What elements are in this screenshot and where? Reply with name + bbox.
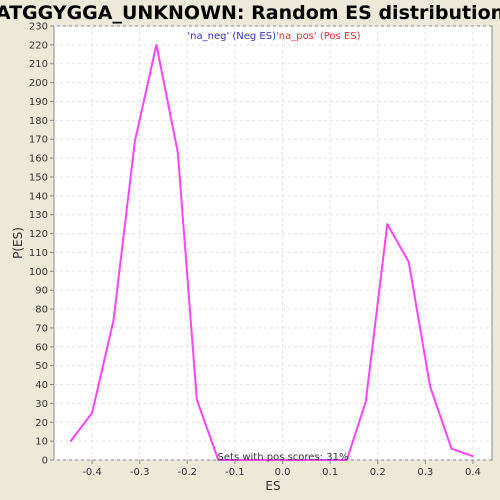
series-line — [69, 43, 474, 461]
y-tick-label: 50 — [35, 361, 48, 372]
x-tick-label: 0.1 — [322, 467, 338, 478]
x-tick-label: -0.4 — [82, 467, 102, 478]
y-tick-label: 200 — [29, 78, 48, 89]
data-point — [91, 412, 93, 414]
y-tick-label: 210 — [29, 59, 48, 70]
y-tick-label: 220 — [29, 40, 48, 51]
data-point — [112, 319, 115, 322]
y-tick-label: 70 — [35, 323, 48, 334]
y-tick-label: 180 — [29, 116, 48, 127]
data-point — [450, 447, 453, 450]
annotation-pos-scores: Sets with pos scores: 31% — [218, 452, 349, 463]
data-point — [345, 459, 348, 461]
x-tick-label: -0.3 — [130, 467, 150, 478]
data-point — [69, 440, 72, 442]
y-tick-label: 110 — [29, 248, 48, 259]
y-tick-label: 20 — [35, 418, 48, 429]
x-axis-label: ES — [265, 479, 280, 493]
grid — [54, 25, 492, 461]
y-tick-label: 120 — [29, 229, 48, 240]
data-point — [281, 459, 284, 461]
y-tick-label: 160 — [29, 154, 48, 165]
y-tick-label: 230 — [29, 22, 48, 33]
y-tick-label: 90 — [35, 286, 48, 297]
data-point — [134, 140, 136, 142]
data-point — [472, 455, 474, 458]
data-point — [365, 400, 367, 403]
y-tick-label: 170 — [29, 135, 48, 146]
y-tick-label: 10 — [35, 437, 48, 448]
series-layer — [69, 43, 474, 461]
data-point — [196, 398, 198, 401]
y-tick-label: 130 — [29, 210, 48, 221]
data-point — [260, 459, 262, 461]
data-point — [217, 459, 220, 461]
x-tick-label: -0.1 — [225, 467, 245, 478]
x-tick-label: -0.2 — [178, 467, 198, 478]
plot-area — [53, 25, 493, 461]
data-point — [429, 385, 431, 388]
data-point — [238, 459, 241, 461]
x-tick-label: 0.0 — [275, 467, 291, 478]
x-axis-ticks: -0.4 -0.3 -0.2 -0.1 0.0 0.1 0.2 0.3 0.4 — [82, 460, 481, 478]
y-tick-label: 190 — [29, 97, 48, 108]
chart-title: ATGGYGGA_UNKNOWN: Random ES distribution — [0, 2, 500, 24]
x-tick-label: 0.3 — [417, 467, 433, 478]
y-tick-label: 60 — [35, 342, 48, 353]
data-point — [407, 261, 410, 263]
y-tick-label: 0 — [42, 456, 48, 467]
y-tick-label: 80 — [35, 305, 48, 316]
y-tick-label: 100 — [29, 267, 48, 278]
x-tick-label: 0.2 — [370, 467, 386, 478]
data-point — [386, 223, 389, 225]
data-point — [324, 459, 327, 461]
y-axis-ticks: 0 10 20 30 40 50 60 70 80 90 100 110 120 130 140 150 160… — [29, 22, 54, 467]
y-axis-label: P(ES) — [11, 227, 25, 259]
y-tick-label: 140 — [29, 191, 48, 202]
y-tick-label: 150 — [29, 172, 48, 183]
data-point — [303, 459, 305, 461]
legend-neg: 'na_neg' (Neg ES) — [187, 31, 276, 42]
data-point — [176, 151, 179, 154]
data-point — [155, 44, 158, 46]
legend-pos: 'na_pos' (Pos ES) — [276, 31, 361, 42]
y-tick-label: 40 — [35, 380, 48, 391]
x-tick-label: 0.4 — [465, 467, 481, 478]
y-tick-label: 30 — [35, 399, 48, 410]
